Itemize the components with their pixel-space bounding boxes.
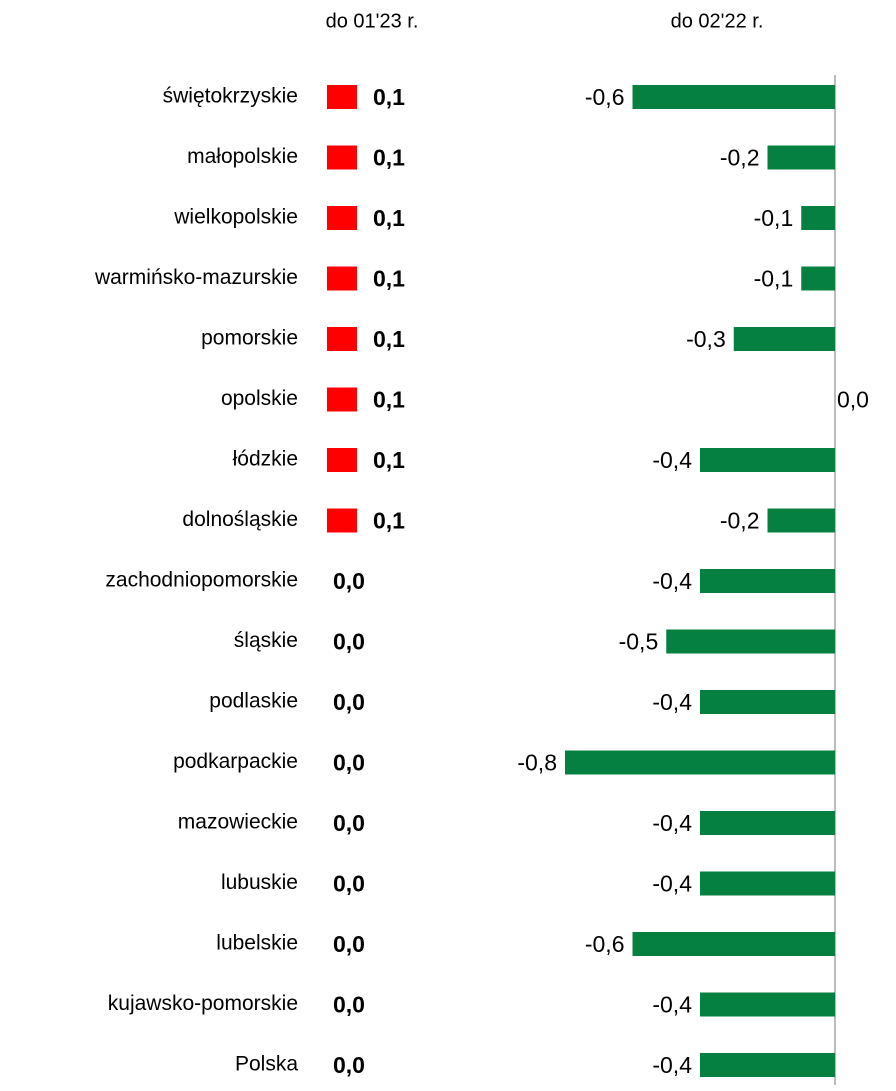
- value-label: 0,0: [333, 689, 365, 715]
- category-label: Polska: [235, 1053, 298, 1076]
- value-label: 0,1: [373, 326, 405, 352]
- value-label: 0,1: [373, 266, 405, 292]
- bar: [327, 206, 357, 230]
- category-label: opolskie: [221, 387, 298, 410]
- bar: [767, 145, 835, 170]
- category-label: podlaskie: [209, 690, 298, 713]
- value-label: -0,3: [686, 326, 726, 352]
- bar: [700, 690, 835, 714]
- bar: [327, 387, 357, 412]
- series-header: do 02'22 r.: [671, 10, 764, 32]
- bar: [801, 206, 835, 230]
- category-label: mazowieckie: [178, 811, 298, 834]
- bar: [801, 266, 835, 291]
- value-label: -0,4: [652, 447, 692, 473]
- value-label: -0,6: [585, 84, 625, 110]
- bar: [327, 448, 357, 472]
- value-label: -0,4: [652, 992, 692, 1018]
- bar: [700, 811, 835, 835]
- bar: [700, 871, 835, 896]
- value-label: -0,4: [652, 871, 692, 897]
- bar: [767, 508, 835, 533]
- series-header: do 01'23 r.: [326, 10, 419, 32]
- value-label: -0,4: [652, 810, 692, 836]
- bar: [632, 932, 835, 956]
- value-label: 0,0: [333, 1052, 365, 1078]
- value-label: -0,4: [652, 689, 692, 715]
- bar: [327, 85, 357, 109]
- value-label: 0,0: [333, 629, 365, 655]
- value-label: 0,0: [333, 931, 365, 957]
- bar: [700, 1053, 835, 1077]
- value-label: -0,4: [652, 1052, 692, 1078]
- category-label: łódzkie: [233, 448, 298, 471]
- category-label: warmińsko-mazurskie: [94, 266, 298, 289]
- value-label: 0,1: [373, 84, 405, 110]
- bar: [327, 508, 357, 533]
- bar: [700, 448, 835, 472]
- bar: [733, 327, 835, 351]
- bar: [700, 569, 835, 593]
- value-label: -0,1: [754, 205, 794, 231]
- bar: [565, 750, 835, 775]
- bar: [700, 992, 835, 1017]
- value-label: -0,1: [754, 266, 794, 292]
- value-label: 0,1: [373, 205, 405, 231]
- category-label: śląskie: [234, 629, 298, 652]
- value-label: 0,0: [837, 387, 869, 413]
- value-label: 0,1: [373, 145, 405, 171]
- bar: [632, 85, 835, 109]
- category-label: świętokrzyskie: [163, 85, 298, 108]
- category-label: lubuskie: [221, 871, 298, 894]
- value-label: 0,0: [333, 810, 365, 836]
- category-label: lubelskie: [216, 932, 298, 955]
- value-label: 0,0: [333, 871, 365, 897]
- category-label: podkarpackie: [173, 750, 298, 773]
- value-label: 0,1: [373, 387, 405, 413]
- value-label: 0,1: [373, 508, 405, 534]
- value-label: 0,0: [333, 992, 365, 1018]
- value-label: 0,1: [373, 447, 405, 473]
- category-label: małopolskie: [187, 145, 298, 168]
- bar: [327, 327, 357, 351]
- value-label: -0,8: [517, 750, 557, 776]
- category-label: kujawsko-pomorskie: [108, 992, 298, 1015]
- value-label: -0,2: [720, 508, 760, 534]
- value-label: 0,0: [333, 750, 365, 776]
- category-label: pomorskie: [201, 327, 298, 350]
- value-label: -0,5: [619, 629, 659, 655]
- bar: [666, 629, 835, 654]
- bar: [327, 266, 357, 291]
- category-label: dolnośląskie: [182, 508, 298, 531]
- value-label: -0,6: [585, 931, 625, 957]
- value-label: -0,4: [652, 568, 692, 594]
- category-label: wielkopolskie: [173, 206, 298, 229]
- category-label: zachodniopomorskie: [105, 569, 298, 592]
- value-label: -0,2: [720, 145, 760, 171]
- bar: [327, 145, 357, 170]
- value-label: 0,0: [333, 568, 365, 594]
